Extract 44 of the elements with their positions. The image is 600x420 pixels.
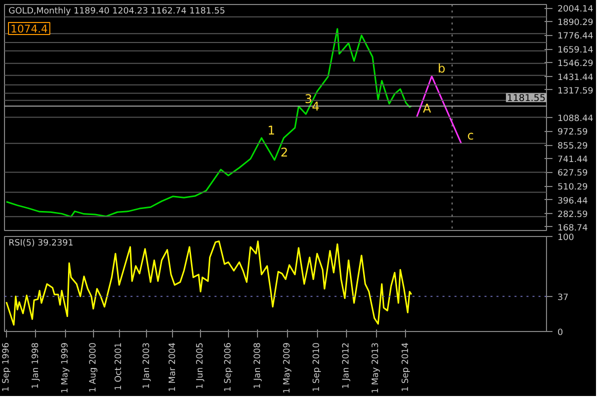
y-tick-label: 972.59 (558, 128, 588, 138)
y-tick-label: 627.59 (558, 168, 588, 179)
x-tick-label: 1 Sep 2010 (312, 342, 322, 392)
y-tick-label: 100 (558, 233, 574, 243)
x-tick-label: 1 Sep 1996 (1, 342, 12, 392)
x-tick-label: 1 Jan 2008 (252, 342, 263, 389)
x-tick-label: 1 Sep 2006 (223, 342, 234, 392)
x-tick-label: 1 Jan 1998 (30, 342, 41, 389)
x-tick-label: 1 May 2009 (282, 342, 292, 394)
x-tick-label: 1 May 2013 (371, 342, 382, 394)
ref-line-label: 1181.55 (506, 93, 546, 104)
chart-title: RSI(5) 39.2391 (8, 238, 74, 248)
chart-title: GOLD,Monthly 1189.40 1204.23 1162.74 1181.55 (8, 6, 226, 16)
annotation: c (467, 128, 474, 143)
y-tick-label: 0 (558, 328, 564, 338)
y-tick-label: 282.59 (558, 210, 588, 220)
y-tick-label: 1890.29 (558, 18, 594, 28)
annotation: 1 (268, 123, 276, 138)
y-tick-label: 741.44 (558, 155, 588, 166)
y-tick-label: 37 (558, 292, 569, 303)
y-tick-label: 1776.44 (558, 32, 594, 42)
annotation: b (438, 61, 446, 76)
annotation: 1074.4 (10, 22, 48, 36)
y-tick-label: 1317.59 (558, 86, 594, 96)
y-tick-label: 1088.44 (558, 114, 594, 124)
x-tick-label: 1 Sep 2014 (400, 342, 411, 392)
y-tick-label: 855.29 (558, 142, 588, 152)
x-tick-label: 1 Aug 2000 (88, 342, 98, 392)
y-tick-label: 1431.44 (558, 72, 594, 83)
x-tick-label: 1 May 1999 (60, 342, 70, 394)
x-tick-label: 1 Mar 2004 (168, 342, 178, 392)
line-series (6, 240, 412, 326)
x-tick-label: 1 Jan 2003 (142, 342, 152, 389)
y-tick-label: 2004.14 (558, 4, 594, 15)
y-tick-label: 168.74 (558, 223, 588, 234)
y-tick-label: 510.29 (558, 182, 588, 193)
y-tick-label: 1546.29 (558, 59, 594, 70)
x-tick-label: 1 Jun 2005 (196, 342, 206, 390)
y-tick-label: 1659.14 (558, 46, 594, 56)
y-tick-label: 396.44 (558, 196, 588, 206)
annotation: 2 (280, 146, 288, 160)
x-tick-label: 1 Oct 2001 (114, 342, 124, 391)
annotation: 3 (304, 92, 312, 106)
x-tick-label: 1 Jan 2012 (342, 342, 352, 389)
